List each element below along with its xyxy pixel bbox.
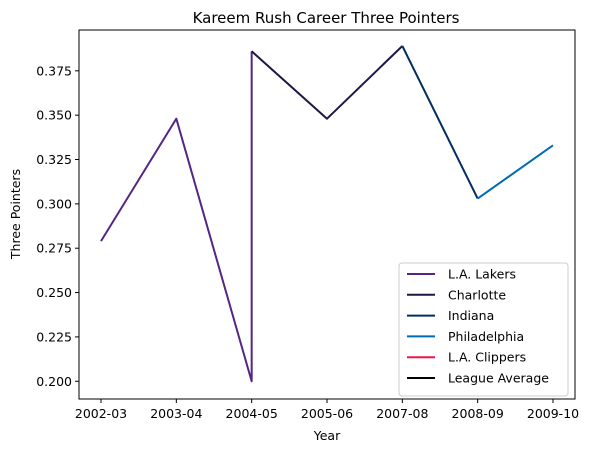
series-lines xyxy=(100,45,554,383)
x-axis-ticks: 2002-03 2003-04 2004-05 2005-06 2007-08 2008-… xyxy=(75,399,579,421)
legend-box xyxy=(398,262,569,397)
y-tick-label: 0.275 xyxy=(36,241,72,256)
y-axis-title: Three Pointers xyxy=(8,169,23,260)
series-line-2 xyxy=(401,45,479,199)
legend-label: L.A. Lakers xyxy=(448,267,516,282)
x-tick-label: 2002-03 xyxy=(75,406,127,421)
series-line-3 xyxy=(477,144,554,200)
chart-title: Kareem Rush Career Three Pointers xyxy=(193,9,460,27)
y-tick-label: 0.225 xyxy=(36,329,72,344)
legend-label: Indiana xyxy=(448,308,494,323)
x-tick-label: 2004-05 xyxy=(226,406,278,421)
y-tick-label: 0.325 xyxy=(36,152,72,167)
y-tick-label: 0.250 xyxy=(36,285,72,300)
y-axis-ticks: 0.200 0.225 0.250 0.275 0.300 0.325 0.350 0.375 xyxy=(36,63,79,389)
legend-label: Charlotte xyxy=(448,287,506,302)
x-tick-label: 2003-04 xyxy=(150,406,202,421)
series-line-1 xyxy=(251,45,404,120)
x-tick-label: 2009-10 xyxy=(527,406,579,421)
legend: L.A. Lakers Charlotte Indiana Philadelphia L… xyxy=(398,262,569,397)
legend-label: L.A. Clippers xyxy=(448,350,526,365)
x-axis-title: Year xyxy=(313,428,341,443)
y-tick-label: 0.375 xyxy=(36,63,72,78)
x-tick-label: 2008-09 xyxy=(452,406,504,421)
y-tick-label: 0.350 xyxy=(36,108,72,123)
legend-label: Philadelphia xyxy=(448,329,524,344)
y-tick-label: 0.300 xyxy=(36,196,72,211)
series-line-0 xyxy=(100,51,253,383)
x-tick-label: 2005-06 xyxy=(301,406,353,421)
legend-label: League Average xyxy=(448,371,549,386)
x-tick-label: 2007-08 xyxy=(376,406,428,421)
y-tick-label: 0.200 xyxy=(36,374,72,389)
